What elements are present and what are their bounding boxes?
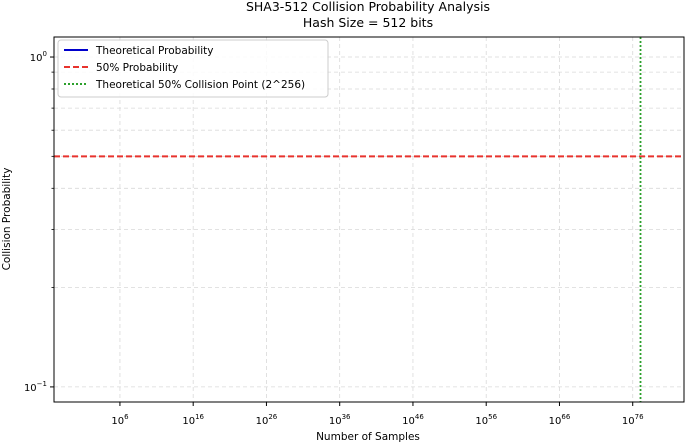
plot-frame [53, 36, 685, 403]
x-tick-label-exponent: 56 [488, 413, 497, 421]
x-tick-label-base: 10 [622, 416, 635, 427]
x-tick-label-exponent: 66 [561, 413, 570, 421]
legend: Theoretical Probability 50% Probability Th… [57, 39, 329, 98]
y-tick-label: 10−1 [24, 380, 47, 394]
x-tick-label-base: 10 [329, 416, 342, 427]
x-tick-label-exponent: 26 [268, 413, 277, 421]
legend-label: 50% Probability [96, 62, 178, 74]
x-tick-label-base: 10 [475, 416, 488, 427]
x-tick-label: 106 [111, 413, 129, 427]
y-tick-label-base: 10 [30, 53, 43, 64]
y-tick-label-exponent: −1 [37, 380, 47, 388]
x-tick-label: 1066 [549, 413, 571, 427]
legend-label: Theoretical Probability [95, 45, 214, 57]
x-tick-label-base: 10 [256, 416, 269, 427]
x-axis-ticks: 106 1016 1026 1036 1046 1056 1066 1076 [111, 402, 644, 427]
y-axis-label: Collision Probability [1, 168, 13, 271]
legend-label: Theoretical 50% Collision Point (2^256) [95, 79, 305, 91]
y-tick-label-exponent: 0 [43, 50, 47, 58]
y-tick-label: 100 [30, 50, 47, 64]
x-tick-label-exponent: 46 [415, 413, 424, 421]
x-tick-label: 1036 [329, 413, 351, 427]
legend-box [57, 39, 329, 98]
x-tick-label: 1046 [402, 413, 424, 427]
x-tick-label-exponent: 36 [342, 413, 351, 421]
x-tick-label-exponent: 76 [635, 413, 644, 421]
x-tick-label: 1026 [256, 413, 278, 427]
x-tick-label: 1056 [475, 413, 497, 427]
x-tick-label-exponent: 16 [195, 413, 204, 421]
x-tick-label-base: 10 [402, 416, 415, 427]
x-tick-label-exponent: 6 [124, 413, 129, 421]
series-layer [54, 37, 684, 402]
x-axis-label: Number of Samples [316, 431, 420, 443]
x-tick-label: 1016 [182, 413, 204, 427]
x-tick-label-base: 10 [111, 416, 124, 427]
x-tick-label-base: 10 [182, 416, 195, 427]
x-tick-label-base: 10 [549, 416, 562, 427]
chart-subtitle: Hash Size = 512 bits [303, 15, 433, 30]
y-tick-label-base: 10 [24, 383, 37, 394]
chart-title: SHA3-512 Collision Probability Analysis [246, 0, 490, 14]
x-tick-label: 1076 [622, 413, 644, 427]
